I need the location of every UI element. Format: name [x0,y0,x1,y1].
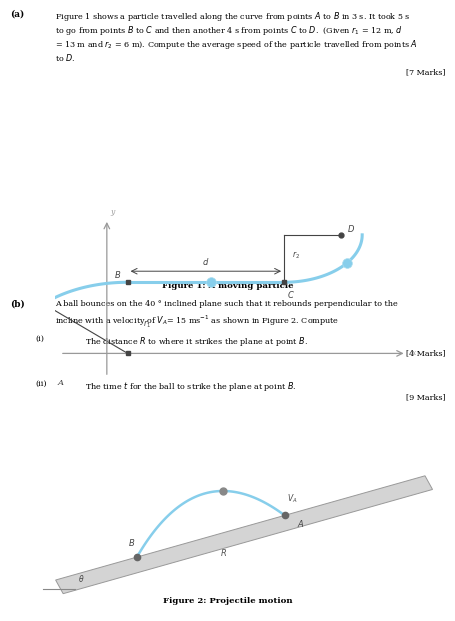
Text: (i): (i) [35,335,44,343]
Text: $D$: $D$ [346,223,354,234]
Text: to go from points $B$ to $C$ and then another 4 s from points $C$ to $D$.  (Give: to go from points $B$ to $C$ and then an… [55,24,402,37]
Text: Figure 2: Projectile motion: Figure 2: Projectile motion [163,597,292,605]
Text: $r_2$: $r_2$ [291,250,299,261]
Text: $d$: $d$ [202,256,209,267]
Text: $R$: $R$ [219,546,226,558]
Polygon shape [56,476,432,594]
Text: [7 Marks]: [7 Marks] [405,69,445,77]
Text: incline with a velocity of $V_A$= 15 ms$^{-1}$ as shown in Figure 2. Compute: incline with a velocity of $V_A$= 15 ms$… [55,314,339,329]
Text: Figure 1: A moving particle: Figure 1: A moving particle [162,282,293,290]
Text: (a): (a) [10,10,24,19]
Text: $B$: $B$ [127,537,135,548]
Text: The distance $R$ to where it strikes the plane at point $B$.: The distance $R$ to where it strikes the… [85,335,307,348]
Text: x: x [411,350,415,358]
Text: $C$: $C$ [286,289,294,301]
Text: Figure 1 shows a particle travelled along the curve from points $A$ to $B$ in 3 : Figure 1 shows a particle travelled alon… [55,10,410,23]
Text: [4 Marks]: [4 Marks] [405,349,445,357]
Text: = 13 m and $r_2$ = 6 m). Compute the average speed of the particle travelled fro: = 13 m and $r_2$ = 6 m). Compute the ave… [55,38,417,51]
Text: to $D$.: to $D$. [55,52,76,63]
Text: $B$: $B$ [114,269,121,280]
Text: The time $t$ for the ball to strike the plane at point $B$.: The time $t$ for the ball to strike the … [85,380,296,393]
Text: [9 Marks]: [9 Marks] [405,394,445,402]
Text: $r_1$: $r_1$ [143,318,151,330]
Text: A ball bounces on the 40 ° inclined plane such that it rebounds perpendicular to: A ball bounces on the 40 ° inclined plan… [55,300,397,308]
Text: A: A [57,379,63,387]
Text: y: y [111,208,115,216]
Text: $A$: $A$ [296,518,304,528]
Text: (ii): (ii) [35,380,46,388]
Text: $V_A$: $V_A$ [286,492,297,505]
Text: (b): (b) [10,300,25,309]
Text: $\theta$: $\theta$ [78,573,85,584]
